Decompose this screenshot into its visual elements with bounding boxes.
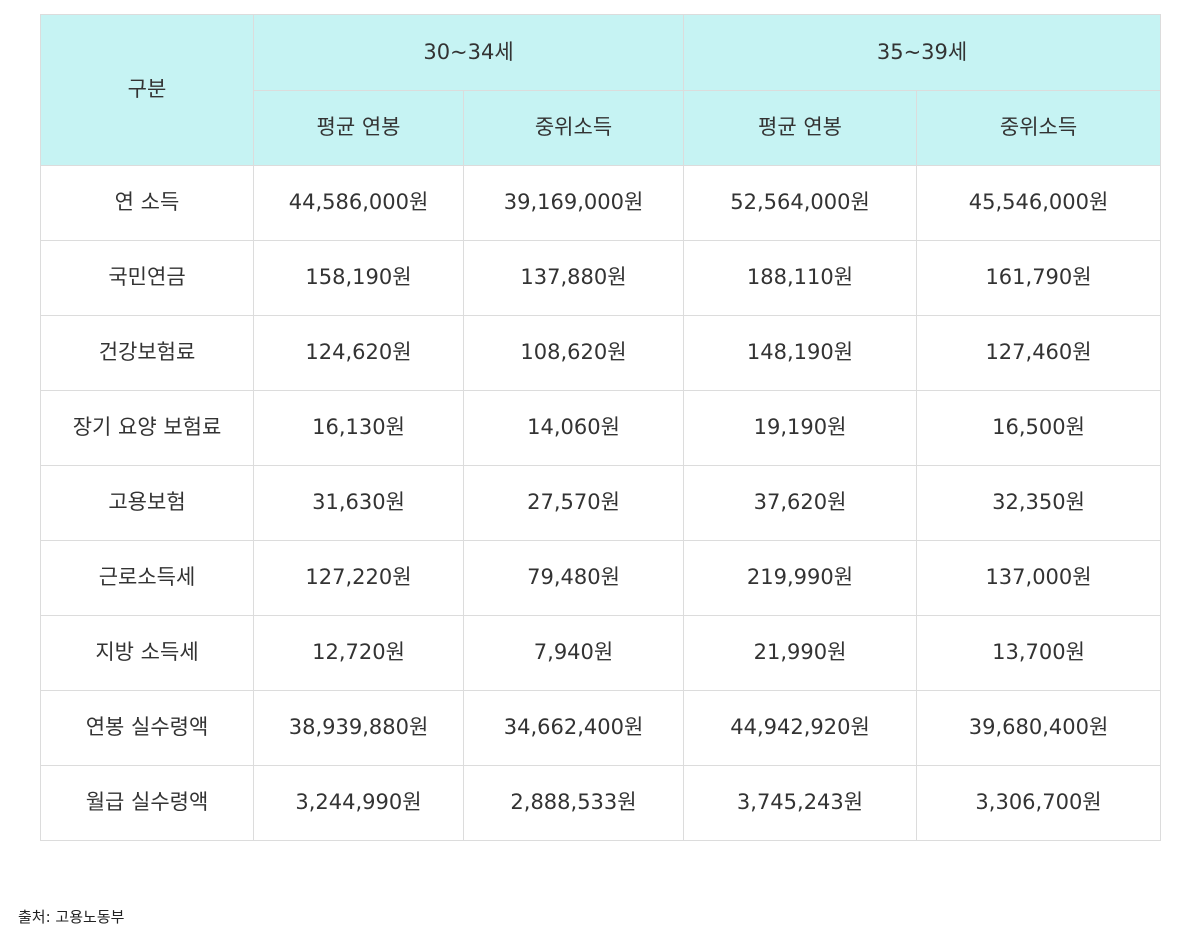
table-row: 건강보험료 124,620원 108,620원 148,190원 127,460원 — [40, 315, 1162, 391]
cell: 161,790원 — [916, 240, 1162, 316]
cell: 13,700원 — [916, 615, 1162, 691]
row-label: 지방 소득세 — [40, 615, 254, 691]
cell: 39,169,000원 — [462, 165, 685, 241]
cell: 37,620원 — [683, 465, 918, 541]
row-label: 월급 실수령액 — [40, 765, 254, 841]
cell: 44,586,000원 — [253, 165, 464, 241]
table-row: 근로소득세 127,220원 79,480원 219,990원 137,000원 — [40, 540, 1162, 616]
cell: 188,110원 — [683, 240, 918, 316]
row-label: 장기 요양 보험료 — [40, 390, 254, 466]
cell: 137,880원 — [462, 240, 685, 316]
cell: 3,745,243원 — [683, 765, 918, 841]
cell: 2,888,533원 — [462, 765, 685, 841]
subheader: 중위소득 — [916, 90, 1162, 166]
cell: 52,564,000원 — [683, 165, 918, 241]
subheader-row: 평균 연봉 중위소득 평균 연봉 중위소득 — [41, 90, 1162, 166]
table-body: 연 소득 44,586,000원 39,169,000원 52,564,000원 45,… — [40, 165, 1162, 841]
cell: 7,940원 — [462, 615, 685, 691]
cell: 21,990원 — [683, 615, 918, 691]
cell: 32,350원 — [916, 465, 1162, 541]
cell: 16,500원 — [916, 390, 1162, 466]
header-row: 구분 30~34세 35~39세 — [40, 14, 1162, 166]
cell: 3,306,700원 — [916, 765, 1162, 841]
table-row: 고용보험 31,630원 27,570원 37,620원 32,350원 — [40, 465, 1162, 541]
cell: 16,130원 — [253, 390, 464, 466]
row-label: 연 소득 — [40, 165, 254, 241]
row-label: 연봉 실수령액 — [40, 690, 254, 766]
cell: 79,480원 — [462, 540, 685, 616]
cell: 19,190원 — [683, 390, 918, 466]
cell: 12,720원 — [253, 615, 464, 691]
row-label: 근로소득세 — [40, 540, 254, 616]
cell: 45,546,000원 — [916, 165, 1162, 241]
group-header: 30~34세 — [252, 14, 685, 91]
cell: 27,570원 — [462, 465, 685, 541]
source-note: 출처: 고용노동부 — [18, 908, 125, 926]
cell: 124,620원 — [253, 315, 464, 391]
cell: 127,460원 — [916, 315, 1162, 391]
cell: 44,942,920원 — [683, 690, 918, 766]
table-row: 월급 실수령액 3,244,990원 2,888,533원 3,745,243원 3,3… — [40, 765, 1162, 841]
subheader: 평균 연봉 — [683, 90, 918, 166]
cell: 158,190원 — [253, 240, 464, 316]
cell: 39,680,400원 — [916, 690, 1162, 766]
cell: 219,990원 — [683, 540, 918, 616]
group-header: 35~39세 — [683, 14, 1162, 91]
cell: 38,939,880원 — [253, 690, 464, 766]
cell: 108,620원 — [462, 315, 685, 391]
cell: 148,190원 — [683, 315, 918, 391]
cell: 137,000원 — [916, 540, 1162, 616]
table-row: 연 소득 44,586,000원 39,169,000원 52,564,000원 45,… — [40, 165, 1162, 241]
cell: 127,220원 — [253, 540, 464, 616]
row-label: 건강보험료 — [40, 315, 254, 391]
cell: 3,244,990원 — [253, 765, 464, 841]
table-row: 국민연금 158,190원 137,880원 188,110원 161,790원 — [40, 240, 1162, 316]
cell: 14,060원 — [462, 390, 685, 466]
table-head: 구분 30~34세 35~39세 평균 연봉 중위소득 평균 연봉 중위소득 — [40, 14, 1162, 166]
group-label: 구분 — [40, 14, 254, 166]
row-label: 국민연금 — [40, 240, 254, 316]
cell: 31,630원 — [253, 465, 464, 541]
table-row: 지방 소득세 12,720원 7,940원 21,990원 13,700원 — [40, 615, 1162, 691]
cell: 34,662,400원 — [462, 690, 685, 766]
row-label: 고용보험 — [40, 465, 254, 541]
salary-table: 구분 30~34세 35~39세 평균 연봉 중위소득 평균 연봉 중위소득 연… — [40, 14, 1162, 841]
subheader: 중위소득 — [462, 90, 685, 166]
subheader: 평균 연봉 — [253, 90, 464, 166]
table-row: 장기 요양 보험료 16,130원 14,060원 19,190원 16,500원 — [40, 390, 1162, 466]
table-row: 연봉 실수령액 38,939,880원 34,662,400원 44,942,920원… — [40, 690, 1162, 766]
